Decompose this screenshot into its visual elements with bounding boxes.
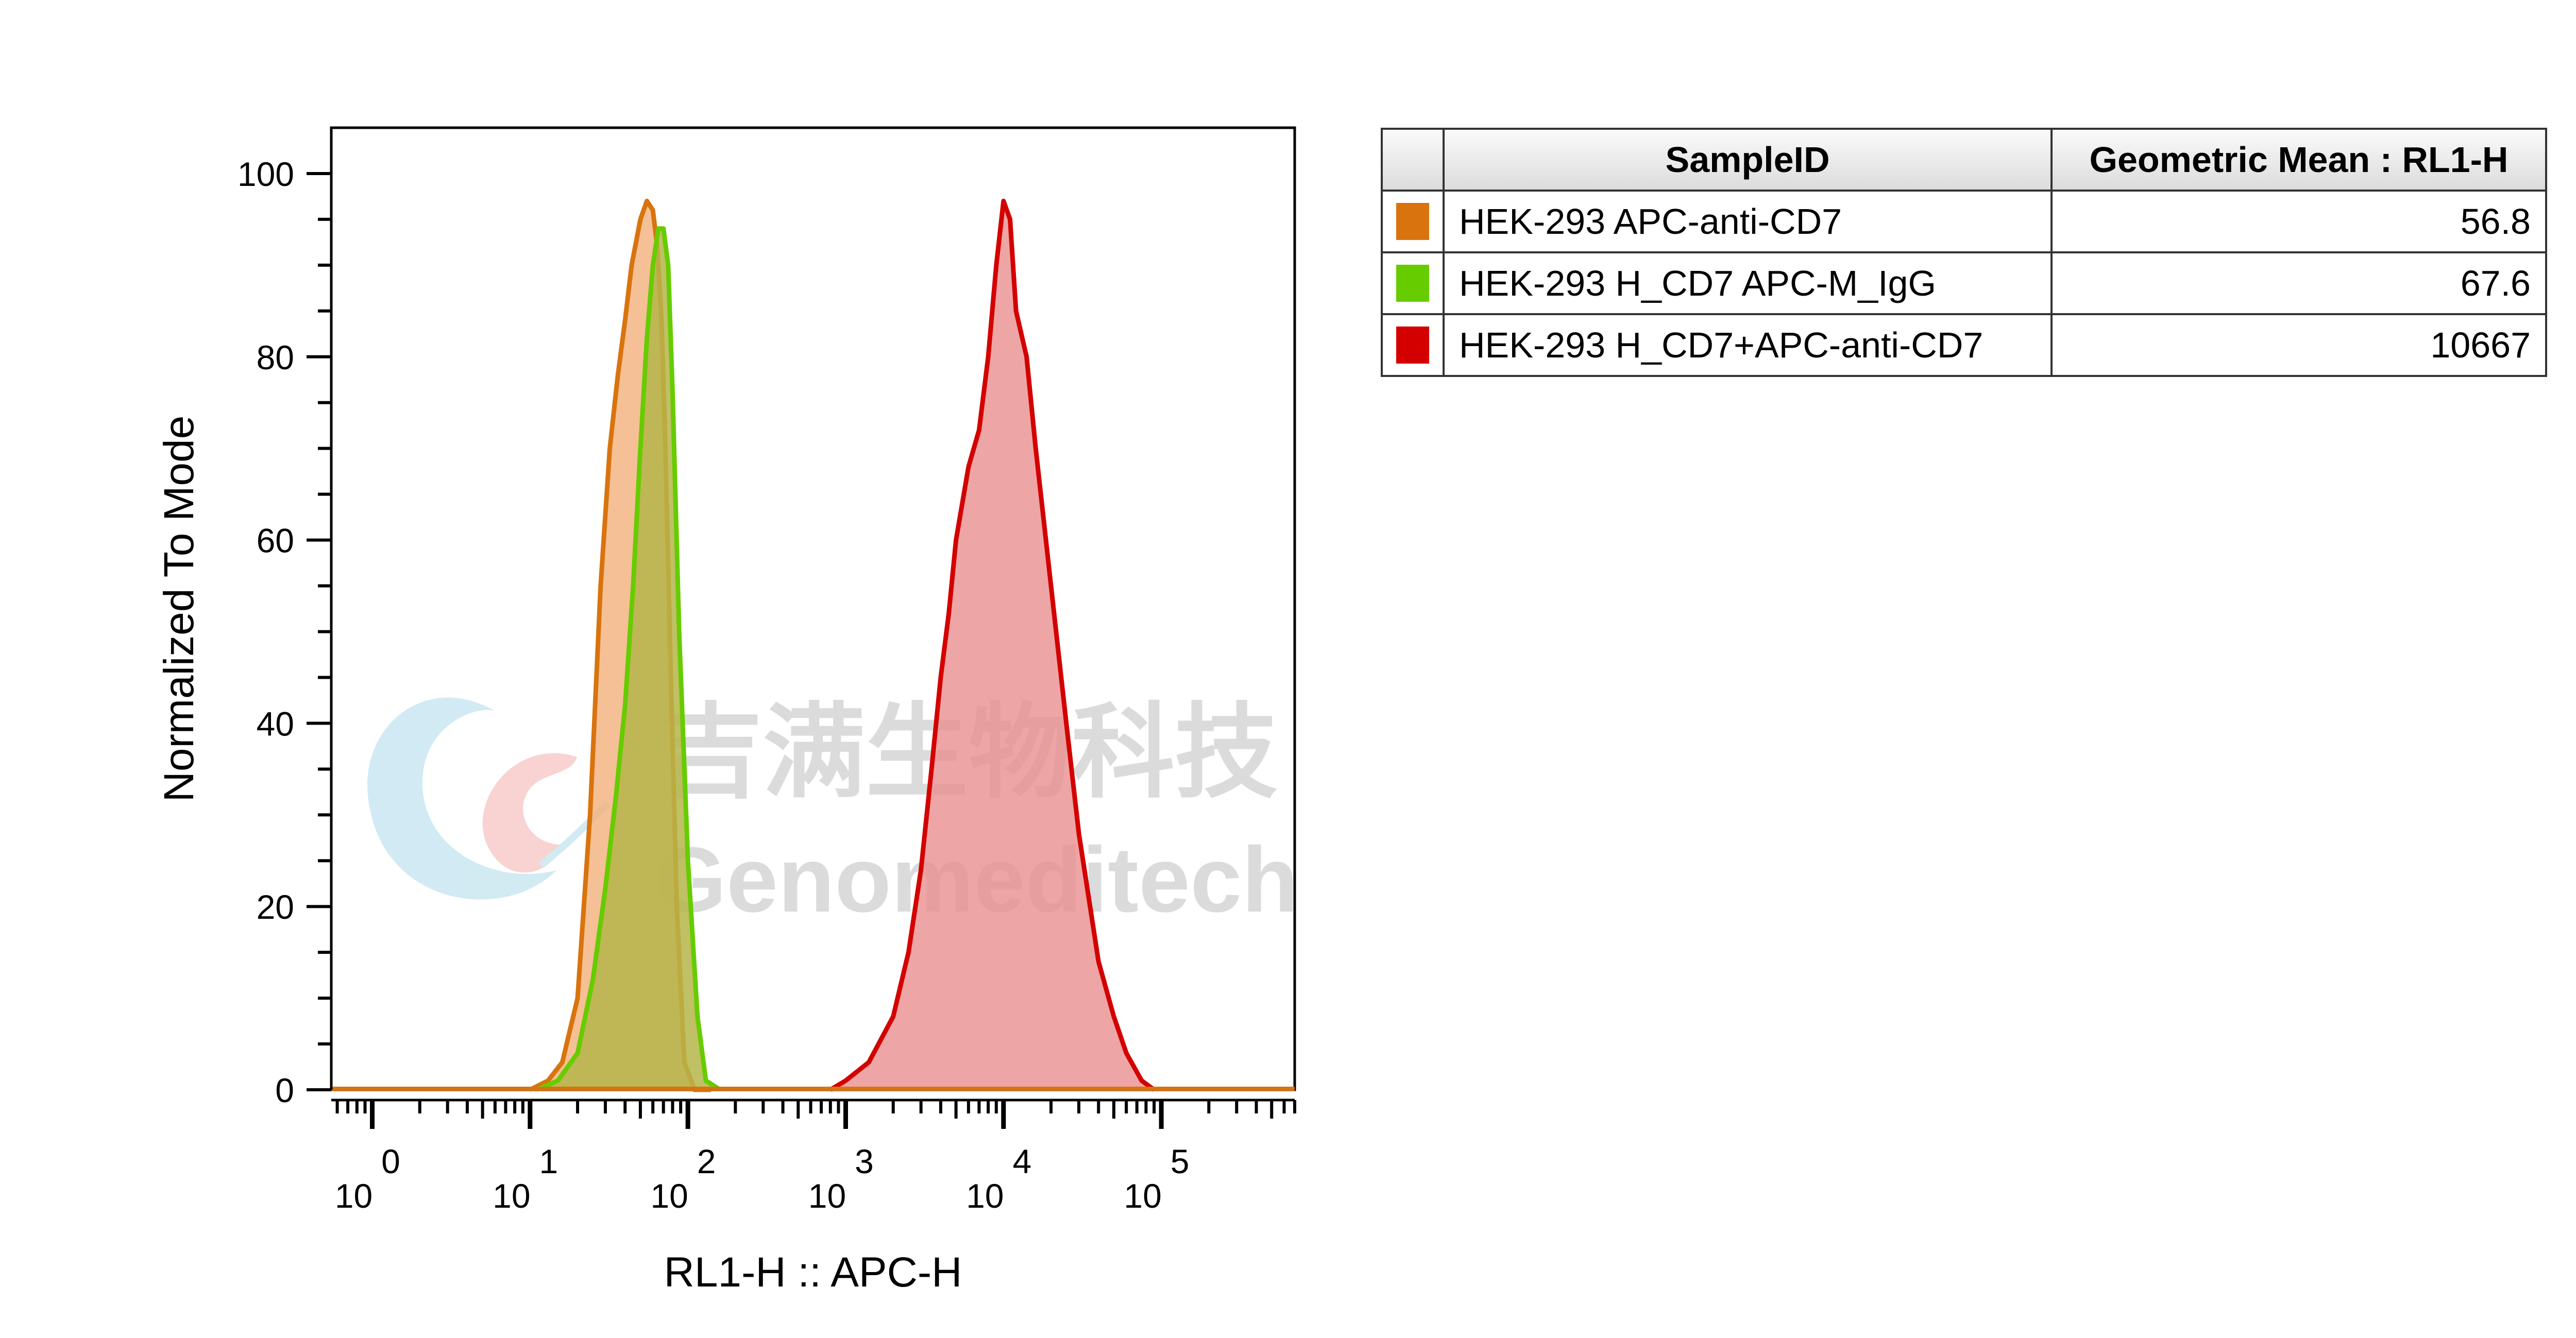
- header-sample-id: SampleID: [1443, 128, 2053, 192]
- y-axis-title: Normalized To Mode: [156, 416, 202, 802]
- y-tick-label: 60: [257, 522, 294, 560]
- table-row: HEK-293 APC-anti-CD7 56.8: [1381, 190, 2547, 253]
- series-line-1: [535, 226, 722, 1092]
- table-header-row: SampleID Geometric Mean : RL1-H: [1381, 128, 2547, 192]
- series-area-2: [830, 201, 1155, 1090]
- series-layer: [331, 198, 1295, 1092]
- sample-name: HEK-293 H_CD7+APC-anti-CD7: [1443, 313, 2053, 377]
- swatch-cell: [1381, 313, 1445, 377]
- swatch-cell: [1381, 251, 1445, 315]
- y-tick-label: 80: [257, 338, 294, 376]
- y-tick-label: 0: [275, 1071, 294, 1109]
- geometric-mean-value: 67.6: [2050, 251, 2547, 315]
- x-tick-exponent: 5: [1171, 1142, 1190, 1180]
- table-row: HEK-293 H_CD7 APC-M_IgG 67.6: [1381, 251, 2547, 315]
- x-tick-exponent: 4: [1012, 1142, 1031, 1180]
- statistics-table: SampleID Geometric Mean : RL1-H HEK-293 …: [1381, 128, 2547, 377]
- series-swatch: [1396, 327, 1429, 364]
- series-swatch: [1396, 203, 1429, 240]
- geometric-mean-value: 10667: [2050, 313, 2547, 377]
- x-tick-exponent: 2: [697, 1142, 716, 1180]
- x-tick-label: 10: [493, 1177, 530, 1215]
- watermark-logo: [367, 697, 611, 900]
- swatch-cell: [1381, 190, 1445, 253]
- plot-frame: [330, 126, 1296, 1091]
- x-tick-exponent: 1: [539, 1142, 558, 1180]
- series-swatch: [1396, 265, 1429, 302]
- x-tick-label: 10: [1124, 1177, 1161, 1215]
- x-tick-label: 10: [335, 1177, 372, 1215]
- y-tick-label: 40: [257, 705, 294, 743]
- table-row: HEK-293 H_CD7+APC-anti-CD7 10667: [1381, 313, 2547, 377]
- y-tick-label: 20: [257, 888, 294, 926]
- y-tick-label: 100: [238, 155, 294, 193]
- header-swatch-cell: [1381, 128, 1445, 192]
- sample-name: HEK-293 APC-anti-CD7: [1443, 190, 2053, 253]
- x-axis-title: RL1-H :: APC-H: [664, 1249, 962, 1296]
- x-tick-exponent: 0: [381, 1142, 400, 1180]
- header-geometric-mean: Geometric Mean : RL1-H: [2050, 128, 2547, 192]
- sample-name: HEK-293 H_CD7 APC-M_IgG: [1443, 251, 2053, 315]
- geometric-mean-value: 56.8: [2050, 190, 2547, 253]
- x-tick-label: 10: [650, 1177, 688, 1215]
- series-line-2: [829, 198, 1156, 1092]
- x-tick-exponent: 3: [855, 1142, 874, 1180]
- x-tick-label: 10: [966, 1177, 1004, 1215]
- x-tick-label: 10: [808, 1177, 846, 1215]
